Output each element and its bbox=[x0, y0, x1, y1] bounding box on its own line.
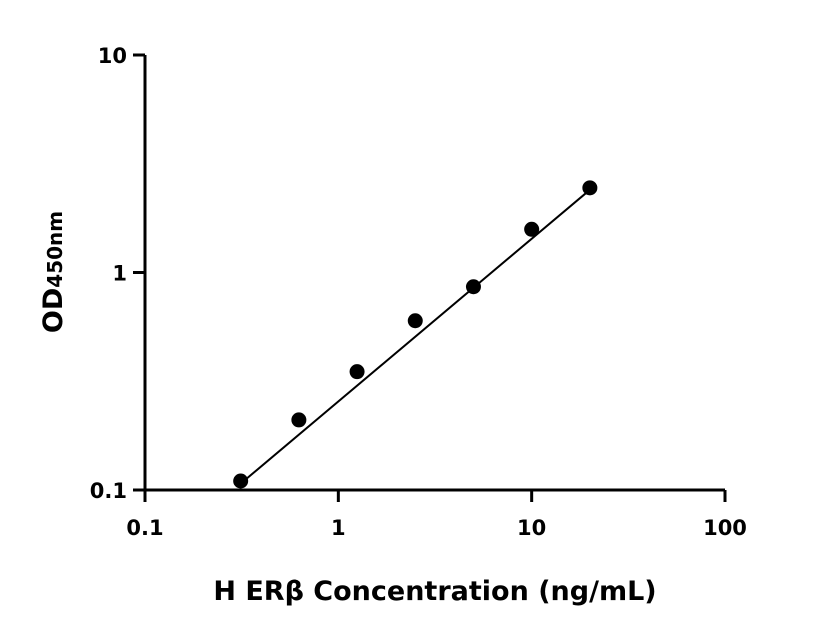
y-tick-label: 0.1 bbox=[90, 479, 127, 503]
data-point bbox=[349, 364, 365, 380]
y-tick-label: 10 bbox=[98, 44, 127, 68]
x-tick-label: 0.1 bbox=[126, 516, 163, 540]
data-point bbox=[582, 180, 598, 196]
data-point bbox=[407, 313, 423, 329]
data-point bbox=[524, 221, 540, 237]
fit-line bbox=[240, 189, 591, 485]
x-tick-label: 100 bbox=[703, 516, 747, 540]
y-axis-label-subscript: 450nm bbox=[43, 211, 67, 288]
y-axis-label: OD450nm bbox=[38, 211, 69, 333]
data-point bbox=[465, 279, 481, 295]
y-tick-label: 1 bbox=[112, 262, 127, 286]
x-tick-label: 10 bbox=[517, 516, 546, 540]
data-point bbox=[291, 412, 307, 428]
data-point bbox=[233, 473, 249, 489]
x-tick-label: 1 bbox=[331, 516, 346, 540]
y-axis-label-main: OD bbox=[38, 288, 69, 333]
x-axis-label: H ERβ Concentration (ng/mL) bbox=[213, 576, 656, 607]
